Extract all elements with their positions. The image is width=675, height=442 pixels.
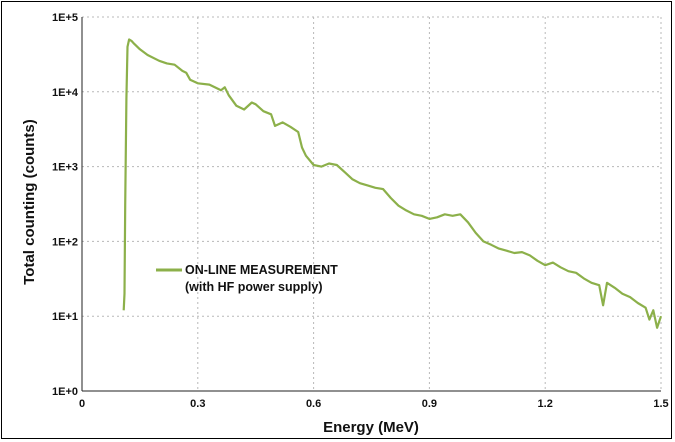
axes xyxy=(81,17,661,392)
x-tick-label: 1.2 xyxy=(538,398,553,410)
y-tick-label: 1E+1 xyxy=(52,311,78,323)
grid xyxy=(82,16,662,391)
series-line xyxy=(122,38,663,329)
x-tick-label: 0.3 xyxy=(190,398,205,410)
legend-label-line1: ON-LINE MEASUREMENT xyxy=(185,263,338,277)
y-tick-label: 1E+0 xyxy=(52,386,78,398)
y-tick-label: 1E+3 xyxy=(52,162,78,174)
y-tick-label: 1E+2 xyxy=(52,236,78,248)
x-tick-label: 0 xyxy=(79,398,85,410)
x-tick-label: 0.9 xyxy=(422,398,437,410)
x-axis-title: Energy (MeV) xyxy=(323,419,419,436)
x-tick-label: 0.6 xyxy=(306,398,321,410)
legend: ON-LINE MEASUREMENT (with HF power suppl… xyxy=(156,263,338,294)
y-tick-label: 1E+4 xyxy=(52,87,79,99)
y-axis-title: Total counting (counts) xyxy=(21,119,38,285)
x-tick-label: 1.5 xyxy=(653,398,668,410)
tick-labels: 0 0.3 0.6 0.9 1.2 1.5 1E+0 1E+1 1E+2 1E+3 1E+4 1E+5 xyxy=(52,12,669,410)
series xyxy=(122,38,663,329)
legend-label-line2: (with HF power supply) xyxy=(185,280,323,294)
y-tick-label: 1E+5 xyxy=(52,12,78,24)
